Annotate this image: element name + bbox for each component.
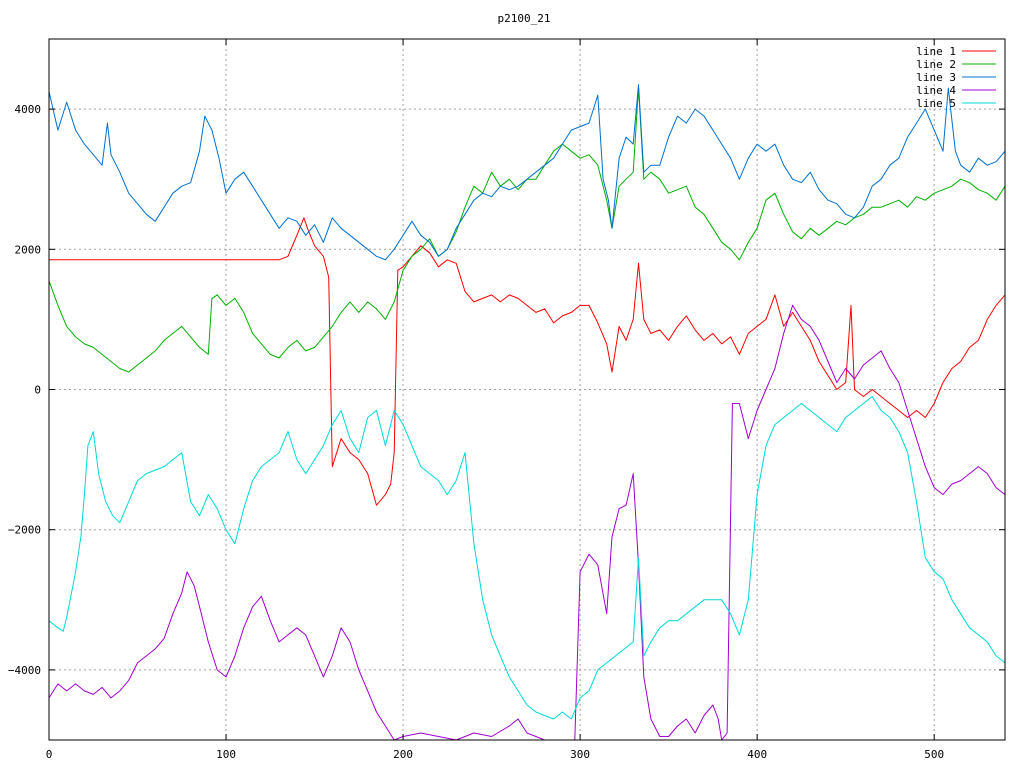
grid-lines — [49, 39, 1005, 740]
series-line-4 — [49, 304, 1005, 740]
x-tick-label: 0 — [46, 748, 53, 761]
legend-label-3: line 3 — [916, 71, 956, 84]
y-tick-label: −4000 — [8, 664, 41, 677]
y-tick-label: −2000 — [8, 524, 41, 537]
axis-ticks: 0 100 200 300 400 500 −4000 −2000 0 2000 4000 — [8, 39, 1005, 761]
series-line-5 — [49, 396, 1005, 720]
legend-label-1: line 1 — [916, 45, 956, 58]
x-tick-label: 100 — [216, 748, 236, 761]
y-tick-label: 4000 — [15, 103, 42, 116]
series-line-3 — [49, 84, 1005, 261]
x-tick-label: 500 — [924, 748, 944, 761]
x-tick-label: 400 — [747, 748, 767, 761]
plot-frame — [48, 38, 1006, 741]
series-line-1 — [49, 217, 1005, 506]
chart-title: p2100_21 — [498, 12, 551, 25]
x-tick-label: 200 — [393, 748, 413, 761]
legend-label-2: line 2 — [916, 58, 956, 71]
series-line-2 — [49, 87, 1005, 373]
legend-label-5: line 5 — [916, 97, 956, 110]
y-tick-label: 2000 — [15, 243, 42, 256]
y-tick-label: 0 — [34, 384, 41, 397]
x-tick-label: 300 — [570, 748, 590, 761]
legend-label-4: line 4 — [916, 84, 956, 97]
plot-series — [49, 84, 1005, 740]
